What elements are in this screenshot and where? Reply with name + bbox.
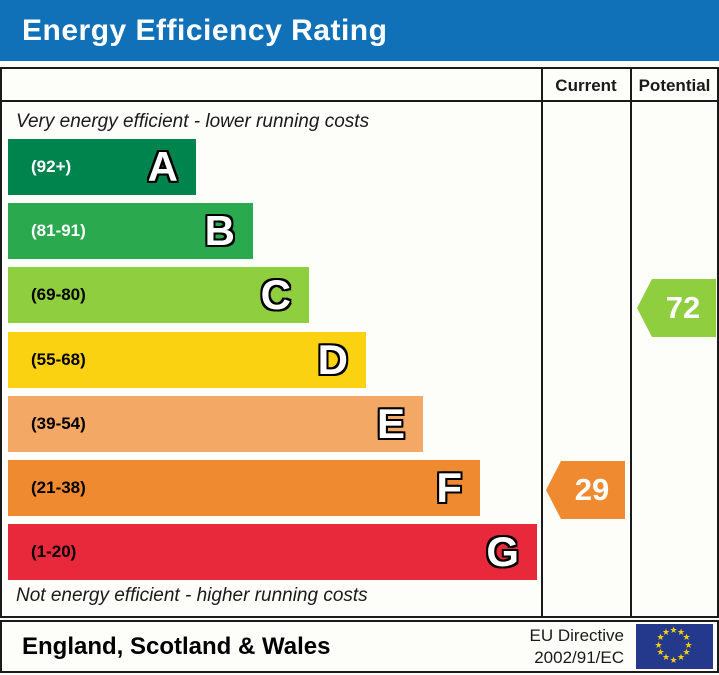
- eu-flag-icon: ★ ★ ★ ★ ★ ★ ★ ★ ★ ★ ★ ★: [636, 624, 713, 669]
- band-range-label: (55-68): [31, 349, 86, 369]
- band-b: (81-91) B: [8, 203, 253, 260]
- band-range-label: (92+): [31, 157, 72, 176]
- band-a: (92+) A: [8, 139, 196, 195]
- potential-rating-value: 72: [665, 290, 701, 325]
- current-column-header: Current: [555, 76, 617, 95]
- band-letter: G: [486, 528, 519, 576]
- band-e: (39-54) E: [8, 395, 423, 452]
- band-letter: F: [436, 464, 462, 511]
- rating-table: Current Potential Very energy efficient …: [0, 67, 719, 618]
- eu-directive-label: EU Directive 2002/91/EC: [530, 625, 624, 669]
- band-range-label: (21-38): [31, 478, 86, 497]
- band-range-label: (39-54): [31, 413, 86, 433]
- band-letter: C: [260, 271, 291, 319]
- caption-not-efficient: Not energy efficient - higher running co…: [16, 585, 368, 606]
- eu-flag-star-icon: ★: [656, 633, 665, 643]
- eu-flag-star-icon: ★: [654, 640, 663, 651]
- column-divider-current: [541, 69, 543, 616]
- eu-flag-star-icon: ★: [662, 627, 671, 638]
- region-label: England, Scotland & Wales: [22, 633, 331, 660]
- band-letter: B: [204, 207, 235, 255]
- eu-flag-star-icon: ★: [669, 655, 678, 666]
- eu-flag-star-icon: ★: [684, 640, 693, 651]
- eu-flag-star-icon: ★: [669, 625, 678, 636]
- eu-flag-star-icon: ★: [677, 653, 686, 664]
- potential-column-header: Potential: [638, 76, 711, 95]
- eu-flag-star-icon: ★: [677, 627, 686, 638]
- eu-flag-star-icon: ★: [682, 633, 691, 643]
- current-rating-indicator: 29: [546, 461, 625, 519]
- band-letter: E: [376, 399, 405, 447]
- header-underline: [2, 100, 717, 102]
- band-d: (55-68) D: [8, 331, 366, 388]
- footer-bar: England, Scotland & Wales EU Directive 2…: [0, 620, 719, 673]
- eu-directive-line1: EU Directive: [529, 626, 624, 645]
- eu-flag-star-icon: ★: [662, 653, 671, 664]
- potential-rating-indicator: 72: [637, 279, 716, 337]
- page-title: Energy Efficiency Rating: [22, 13, 388, 47]
- eu-directive-line2: 2002/91/EC: [534, 648, 624, 667]
- title-bar: Energy Efficiency Rating: [0, 0, 719, 61]
- eu-flag-star-icon: ★: [682, 648, 691, 658]
- band-letter: A: [147, 143, 178, 190]
- band-c: (69-80) C: [8, 267, 309, 324]
- caption-very-efficient: Very energy efficient - lower running co…: [16, 111, 370, 132]
- band-range-label: (81-91): [31, 221, 86, 241]
- band-letter: D: [317, 335, 348, 383]
- band-range-label: (1-20): [31, 542, 77, 562]
- column-divider-potential: [630, 69, 632, 616]
- band-range-label: (69-80): [31, 285, 86, 305]
- band-f: (21-38) F: [8, 460, 480, 516]
- eu-flag-star-icon: ★: [656, 648, 665, 658]
- band-g: (1-20) G: [8, 524, 537, 581]
- current-rating-value: 29: [574, 472, 610, 507]
